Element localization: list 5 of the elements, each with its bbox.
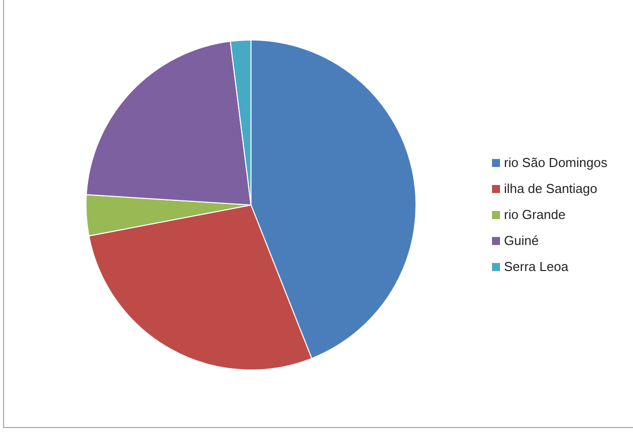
legend-label: ilha de Santiago — [504, 181, 598, 196]
legend-label: Guiné — [504, 233, 539, 248]
legend-label: rio Grande — [504, 207, 566, 222]
legend-label: Serra Leoa — [504, 259, 568, 274]
legend-label: rio São Domingos — [504, 155, 608, 170]
